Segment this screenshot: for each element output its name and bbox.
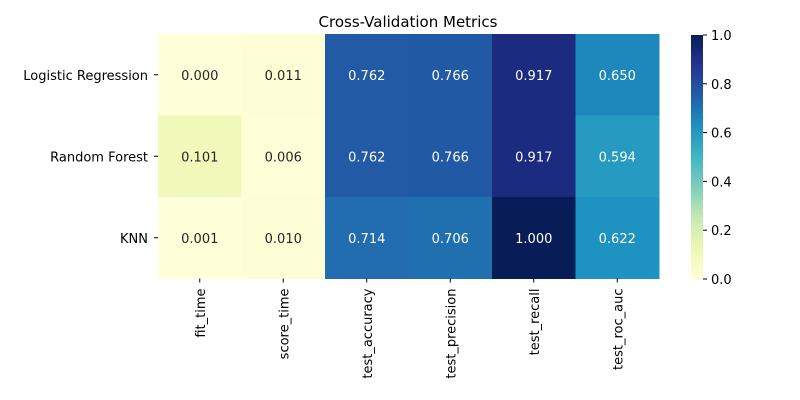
heatmap-cells <box>158 34 660 279</box>
heatmap-cell <box>492 197 576 279</box>
heatmap-cell <box>325 197 409 279</box>
cell-value-label: 0.101 <box>181 150 218 165</box>
heatmap-cell <box>241 34 326 116</box>
cell-value-label: 0.010 <box>265 232 302 247</box>
cell-value-label: 0.001 <box>181 232 218 247</box>
cell-value-label: 0.000 <box>181 69 218 84</box>
column-label: score_time <box>277 289 292 360</box>
colorbar-gradient <box>691 35 703 279</box>
colorbar-tick-label: 1.0 <box>711 29 732 44</box>
cell-value-label: 0.762 <box>348 69 385 84</box>
heatmap-cell <box>158 34 242 116</box>
colorbar-tick-label: 0.4 <box>711 175 732 190</box>
heatmap-cell <box>408 197 493 279</box>
heatmap-cell <box>575 115 660 198</box>
cell-value-label: 0.650 <box>599 69 636 84</box>
column-label: test_roc_auc <box>611 289 626 370</box>
colorbar: 0.0 0.2 0.4 0.6 0.8 1.0 <box>691 29 732 288</box>
row-label: Logistic Regression <box>23 69 148 84</box>
column-label: test_precision <box>444 289 459 379</box>
cell-value-label: 0.917 <box>515 69 552 84</box>
row-label: Random Forest <box>50 150 148 165</box>
cell-value-label: 0.714 <box>348 232 385 247</box>
heatmap-cell <box>408 115 493 198</box>
heatmap-cell <box>575 197 660 279</box>
heatmap-cell <box>241 197 326 279</box>
column-labels: fit_time score_time test_accuracy test_prec… <box>194 278 626 379</box>
cell-value-label: 0.917 <box>515 150 552 165</box>
cell-value-label: 0.622 <box>599 232 636 247</box>
cell-value-label: 0.006 <box>265 150 302 165</box>
column-label: test_accuracy <box>361 288 376 378</box>
heatmap-cell <box>408 34 493 116</box>
heatmap-cell <box>492 34 576 116</box>
colorbar-tick-label: 0.6 <box>711 127 732 142</box>
cell-value-label: 0.766 <box>432 69 469 84</box>
cell-value-label: 1.000 <box>515 232 552 247</box>
colorbar-tick-label: 0.2 <box>711 224 732 239</box>
heatmap-cell <box>241 115 326 198</box>
column-label: fit_time <box>194 288 209 337</box>
cell-value-label: 0.762 <box>348 150 385 165</box>
heatmap-cell <box>158 197 242 279</box>
heatmap-annotations: 0.000 0.011 0.762 0.766 0.917 0.650 0.101 0.006… <box>181 69 636 247</box>
row-labels: Logistic Regression Random Forest KNN <box>23 69 158 247</box>
heatmap-cell <box>158 115 242 198</box>
row-label: KNN <box>120 232 148 247</box>
heatmap-cell <box>492 115 576 198</box>
cell-value-label: 0.594 <box>599 150 636 165</box>
column-label: test_recall <box>528 289 543 356</box>
heatmap-cell <box>325 34 409 116</box>
cell-value-label: 0.706 <box>432 232 469 247</box>
chart-title: Cross-Validation Metrics <box>319 13 498 31</box>
colorbar-tick-label: 0.8 <box>711 78 732 93</box>
heatmap-cell <box>325 115 409 198</box>
heatmap-cell <box>575 34 660 116</box>
cell-value-label: 0.766 <box>432 150 469 165</box>
colorbar-tick-label: 0.0 <box>711 273 732 288</box>
cell-value-label: 0.011 <box>265 69 302 84</box>
